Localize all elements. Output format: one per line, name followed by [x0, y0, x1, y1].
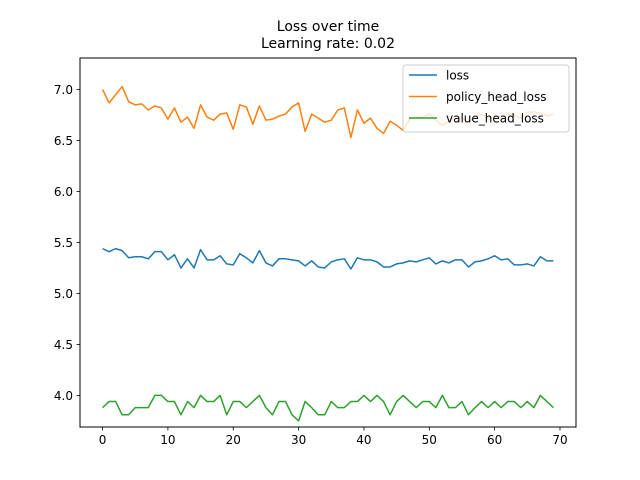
legend-box	[402, 64, 570, 133]
x-tick-label: 70	[552, 433, 567, 447]
y-axis: 4.0 4.5 5.0 5.5 6.0 6.5 7.0	[54, 83, 80, 403]
series-line-loss	[102, 247, 554, 270]
x-tick-label: 30	[291, 433, 306, 447]
y-tick-label: 5.0	[54, 287, 73, 301]
legend: loss policy_head_loss value_head_loss	[402, 64, 570, 133]
x-axis: 0 10 20 30 40 50 60 70	[99, 427, 568, 447]
y-tick-label: 6.0	[54, 185, 73, 199]
y-tick-label: 4.0	[54, 389, 73, 403]
x-tick-label: 20	[226, 433, 241, 447]
series-line-value-head-loss	[102, 394, 554, 422]
x-tick-label: 40	[356, 433, 371, 447]
plot-area	[101, 85, 554, 422]
x-tick-label: 0	[99, 433, 107, 447]
x-tick-label: 50	[422, 433, 437, 447]
y-tick-label: 4.5	[54, 338, 73, 352]
legend-label-loss: loss	[446, 69, 469, 83]
legend-label-policy-head-loss: policy_head_loss	[446, 90, 546, 104]
legend-label-value-head-loss: value_head_loss	[446, 112, 544, 126]
x-tick-label: 60	[487, 433, 502, 447]
y-tick-label: 7.0	[54, 83, 73, 97]
y-tick-label: 5.5	[54, 236, 73, 250]
chart-title-group: Loss over time Learning rate: 0.02	[261, 19, 395, 52]
x-tick-label: 10	[160, 433, 175, 447]
chart-title: Loss over time	[277, 19, 379, 35]
chart-subtitle: Learning rate: 0.02	[261, 36, 395, 52]
y-tick-label: 6.5	[54, 134, 73, 148]
